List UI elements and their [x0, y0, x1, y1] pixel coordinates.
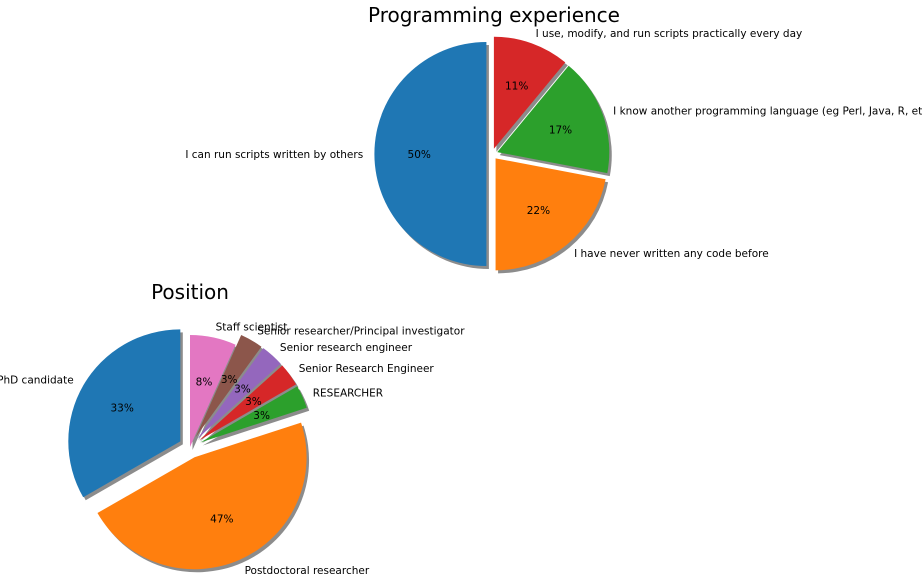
pie-slice-i-have-never-written-any-code-before: [495, 158, 606, 271]
pie-pct-label-senior-research-engineer: 3%: [234, 384, 251, 396]
pie-pct-label-i-know-another-programming-language-eg-perl-java-r-etc: 17%: [549, 124, 572, 136]
pie-pct-label-researcher: 3%: [253, 410, 270, 422]
pie-slice-staff-scientist: [190, 335, 236, 447]
pie-category-label-staff-scientist: Staff scientist: [216, 321, 288, 333]
pie-slice-i-know-another-programming-language-eg-perl-java-r-etc: [497, 65, 610, 174]
pie-category-label-postdoctoral-researcher: Postdoctoral researcher: [245, 565, 370, 577]
pie-category-label-i-know-another-programming-language-eg-perl-java-r-etc: I know another programming language (eg …: [613, 105, 922, 117]
pie-slice-senior-research-engineer: [199, 365, 297, 441]
pie-pct-label-staff-scientist: 8%: [196, 376, 213, 388]
pie-slice-researcher: [200, 386, 307, 443]
pie-category-label-senior-research-engineer: Senior Research Engineer: [299, 363, 435, 375]
pie-position: 33% PhD candidate 47% Postdoctoral research…: [0, 321, 465, 576]
pie-slice-senior-research-engineer: [197, 348, 281, 439]
pie-slice-i-can-run-scripts-written-by-others: [374, 42, 487, 266]
pie-slice-phd-candidate: [68, 329, 181, 498]
pie-programming-experience: 50% I can run scripts written by others 22…: [185, 28, 922, 274]
pie-slice-i-use-modify-and-run-scripts-practically-every-day: [493, 36, 566, 149]
pie-category-label-researcher: RESEARCHER: [313, 387, 383, 399]
pie-pct-label-postdoctoral-researcher: 47%: [210, 514, 233, 526]
pie-category-label-senior-research-engineer: Senior research engineer: [280, 342, 413, 354]
pie-pct-label-senior-research-engineer: 3%: [245, 396, 262, 408]
pie-category-label-phd-candidate: PhD candidate: [0, 375, 74, 387]
chart-title-position: Position: [151, 280, 229, 304]
pie-category-label-i-have-never-written-any-code-before: I have never written any code before: [574, 248, 769, 260]
pie-pct-label-i-use-modify-and-run-scripts-practically-every-day: 11%: [505, 81, 528, 93]
pie-category-label-i-use-modify-and-run-scripts-practically-every-day: I use, modify, and run scripts practical…: [536, 28, 803, 40]
pie-pct-label-i-have-never-written-any-code-before: 22%: [527, 205, 550, 217]
pie-category-label-i-can-run-scripts-written-by-others: I can run scripts written by others: [185, 149, 363, 161]
pie-category-label-senior-researcher-principal-investigator: Senior researcher/Principal investigator: [257, 326, 465, 338]
pie-pct-label-i-can-run-scripts-written-by-others: 50%: [408, 149, 431, 161]
chart-title-programming-experience: Programming experience: [368, 3, 620, 27]
pie-slice-postdoctoral-researcher: [97, 422, 307, 570]
pie-slice-senior-researcher-principal-investigator: [195, 334, 262, 438]
pie-pct-label-senior-researcher-principal-investigator: 3%: [221, 374, 238, 386]
pie-pct-label-phd-candidate: 33%: [110, 403, 133, 415]
